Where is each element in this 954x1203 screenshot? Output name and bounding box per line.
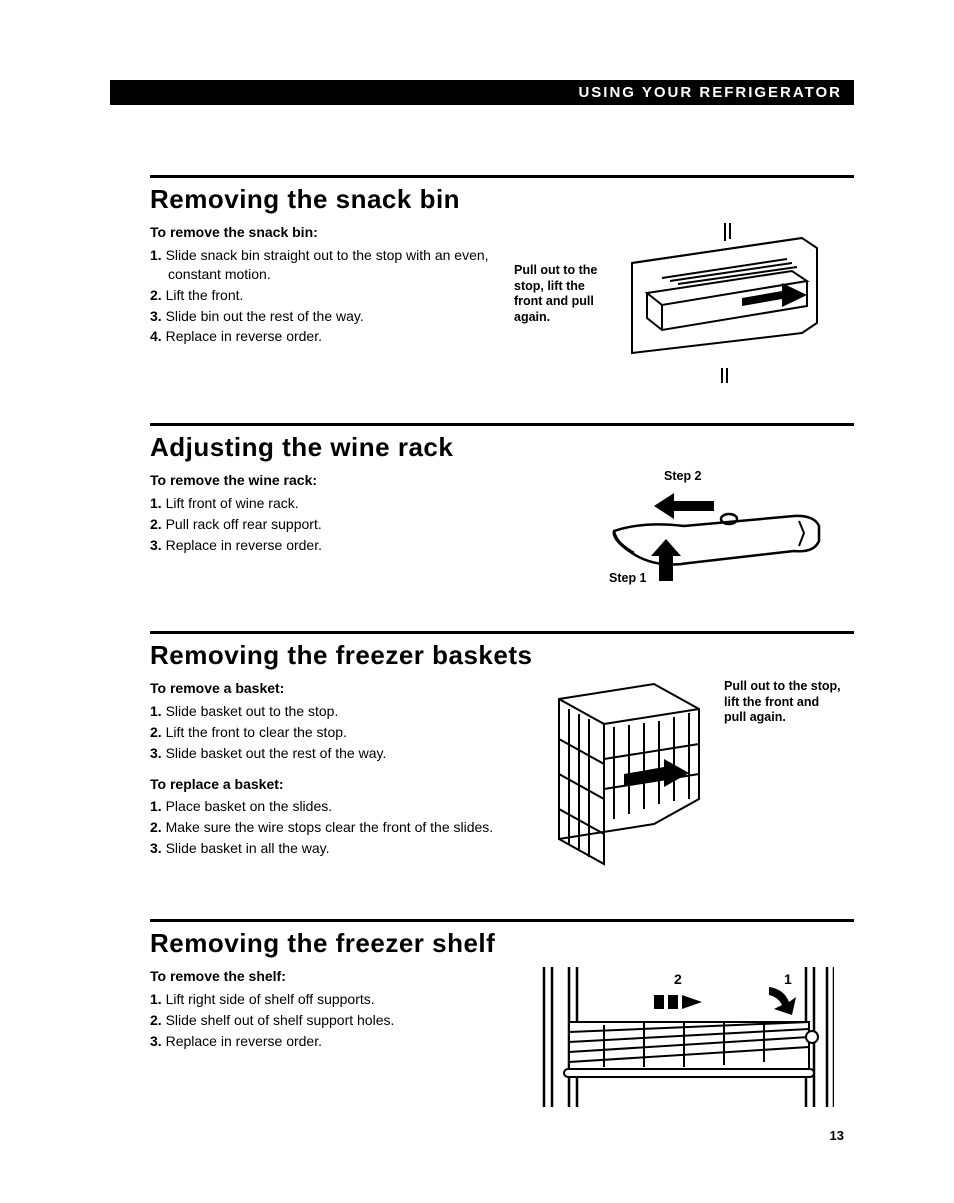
list-item: 1. Lift right side of shelf off supports… <box>150 990 514 1009</box>
snack-bin-illustration <box>622 223 852 383</box>
step-text: Slide bin out the rest of the way. <box>166 308 364 324</box>
list-item: 2. Make sure the wire stops clear the fr… <box>150 818 524 837</box>
freezer-shelf-title: Removing the freezer shelf <box>150 928 854 959</box>
step-text: Place basket on the slides. <box>166 798 333 814</box>
step-text: Slide snack bin straight out to the stop… <box>166 247 489 282</box>
snack-bin-subhead: To remove the snack bin: <box>150 223 494 242</box>
step-text: Replace in reverse order. <box>166 1033 322 1049</box>
step-text: Lift the front. <box>166 287 244 303</box>
list-item: 2. Pull rack off rear support. <box>150 515 534 534</box>
wine-step2-label: Step 2 <box>664 469 702 485</box>
section-wine-rack: Adjusting the wine rack To remove the wi… <box>150 423 854 591</box>
freezer-baskets-title: Removing the freezer baskets <box>150 640 854 671</box>
wine-rack-illustration <box>554 471 844 591</box>
step-text: Replace in reverse order. <box>166 328 322 344</box>
list-item: 1. Slide basket out to the stop. <box>150 702 524 721</box>
section-freezer-baskets: Removing the freezer baskets To remove a… <box>150 631 854 879</box>
baskets-remove-steps: 1. Slide basket out to the stop. 2. Lift… <box>150 702 524 763</box>
step-text: Pull rack off rear support. <box>166 516 322 532</box>
freezer-shelf-text: To remove the shelf: 1. Lift right side … <box>150 967 514 1107</box>
list-item: 1. Slide snack bin straight out to the s… <box>150 246 494 284</box>
wine-step1-label: Step 1 <box>609 571 647 587</box>
list-item: 1. Place basket on the slides. <box>150 797 524 816</box>
wine-rack-subhead: To remove the wine rack: <box>150 471 534 490</box>
step-text: Slide basket out to the stop. <box>166 703 339 719</box>
list-item: 3. Replace in reverse order. <box>150 536 534 555</box>
step-text: Lift right side of shelf off supports. <box>166 991 375 1007</box>
list-item: 2. Lift the front to clear the stop. <box>150 723 524 742</box>
list-item: 3. Replace in reverse order. <box>150 1032 514 1051</box>
step-text: Lift front of wine rack. <box>166 495 299 511</box>
snack-bin-caption: Pull out to the stop, lift the front and… <box>514 263 614 326</box>
wine-rack-steps: 1. Lift front of wine rack. 2. Pull rack… <box>150 494 534 555</box>
list-item: 4. Replace in reverse order. <box>150 327 494 346</box>
shelf-label-2: 2 <box>674 971 682 989</box>
baskets-replace-subhead: To replace a basket: <box>150 775 524 794</box>
step-text: Slide basket in all the way. <box>166 840 330 856</box>
page-number: 13 <box>830 1128 844 1143</box>
shelf-label-1: 1 <box>784 971 792 989</box>
wine-rack-text: To remove the wine rack: 1. Lift front o… <box>150 471 534 591</box>
step-text: Slide shelf out of shelf support holes. <box>166 1012 395 1028</box>
step-text: Replace in reverse order. <box>166 537 322 553</box>
list-item: 3. Slide basket in all the way. <box>150 839 524 858</box>
section-freezer-shelf: Removing the freezer shelf To remove the… <box>150 919 854 1107</box>
list-item: 3. Slide bin out the rest of the way. <box>150 307 494 326</box>
section-snack-bin: Removing the snack bin To remove the sna… <box>150 175 854 383</box>
step-text: Lift the front to clear the stop. <box>166 724 347 740</box>
baskets-remove-subhead: To remove a basket: <box>150 679 524 698</box>
snack-bin-steps: 1. Slide snack bin straight out to the s… <box>150 246 494 346</box>
shelf-subhead: To remove the shelf: <box>150 967 514 986</box>
snack-bin-title: Removing the snack bin <box>150 184 854 215</box>
freezer-basket-illustration <box>544 679 714 879</box>
list-item: 1. Lift front of wine rack. <box>150 494 534 513</box>
shelf-steps: 1. Lift right side of shelf off supports… <box>150 990 514 1051</box>
baskets-caption: Pull out to the stop, lift the front and… <box>724 679 844 726</box>
list-item: 2. Slide shelf out of shelf support hole… <box>150 1011 514 1030</box>
header-bar: USING YOUR REFRIGERATOR <box>110 80 854 105</box>
step-text: Make sure the wire stops clear the front… <box>166 819 494 835</box>
list-item: 2. Lift the front. <box>150 286 494 305</box>
header-title: USING YOUR REFRIGERATOR <box>578 84 842 101</box>
baskets-replace-steps: 1. Place basket on the slides. 2. Make s… <box>150 797 524 858</box>
wine-rack-title: Adjusting the wine rack <box>150 432 854 463</box>
freezer-baskets-text: To remove a basket: 1. Slide basket out … <box>150 679 524 879</box>
snack-bin-text: To remove the snack bin: 1. Slide snack … <box>150 223 494 383</box>
list-item: 3. Slide basket out the rest of the way. <box>150 744 524 763</box>
step-text: Slide basket out the rest of the way. <box>166 745 387 761</box>
